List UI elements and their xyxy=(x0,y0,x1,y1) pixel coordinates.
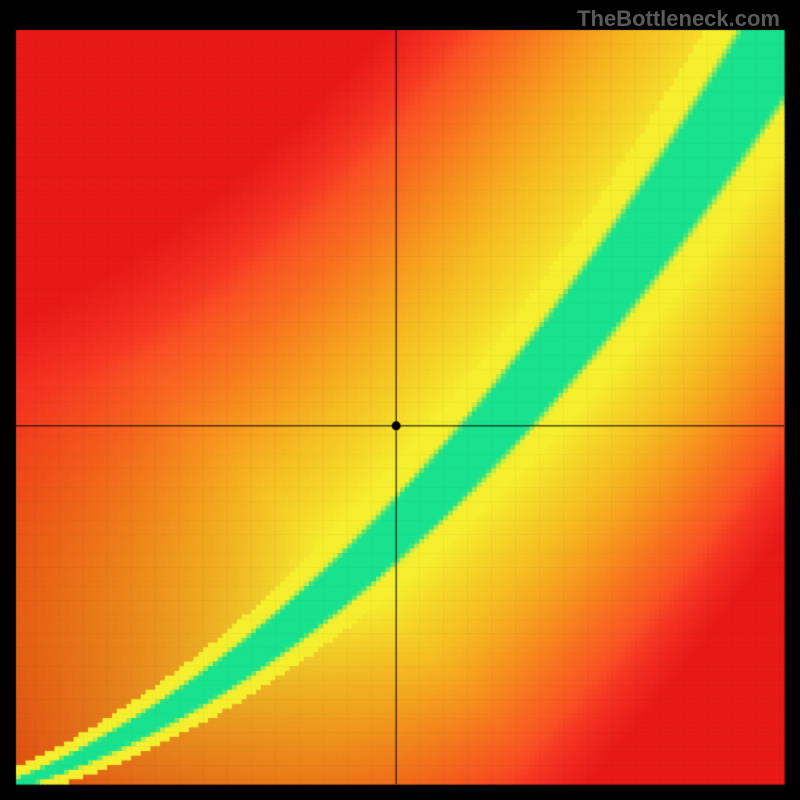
bottleneck-heatmap xyxy=(0,0,800,800)
chart-container: TheBottleneck.com xyxy=(0,0,800,800)
watermark-label: TheBottleneck.com xyxy=(577,6,780,32)
